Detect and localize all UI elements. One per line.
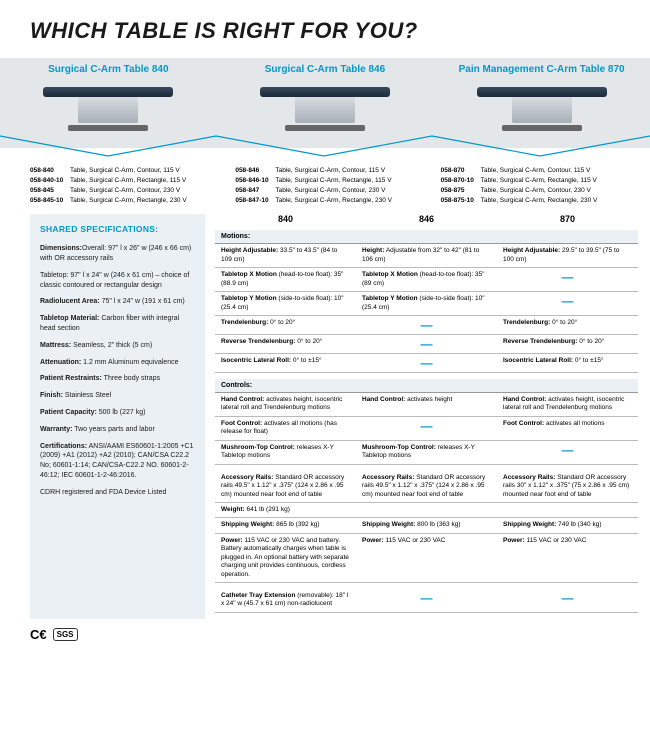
spec-row: Foot Control: activates all motions (has… [215,417,638,441]
spec-row: Mushroom-Top Control: releases X-Y Table… [215,441,638,465]
shared-item: Certifications: ANSI/AAMI ES60601-1:2005… [40,442,195,481]
shared-item: CDRH registered and FDA Device Listed [40,488,195,498]
spec-row: Tabletop Y Motion (side-to-side float): … [215,292,638,316]
sku-row: 058-875-10Table, Surgical C-Arm, Rectang… [441,196,638,205]
sku-row: 058-846-10Table, Surgical C-Arm, Rectang… [235,176,432,185]
shared-item: Tabletop Material: Carbon fiber with int… [40,314,195,334]
spec-row: Shipping Weight: 865 lb (392 kg)Shipping… [215,518,638,533]
spec-row: Hand Control: activates height, isocentr… [215,393,638,417]
shared-item: Mattress: Seamless, 2" thick (5 cm) [40,341,195,351]
shared-title: SHARED SPECIFICATIONS: [40,224,195,236]
shared-item: Finish: Stainless Steel [40,391,195,401]
sku-row: 058-846Table, Surgical C-Arm, Contour, 1… [235,166,432,175]
sku-row: 058-845-10Table, Surgical C-Arm, Rectang… [30,196,227,205]
sku-row: 058-875Table, Surgical C-Arm, Contour, 2… [441,186,638,195]
spec-row: Accessory Rails: Standard OR accessory r… [215,471,638,503]
product-label: Surgical C-Arm Table 840 [8,64,208,75]
sku-row: 058-840Table, Surgical C-Arm, Contour, 1… [30,166,227,175]
product-col-840: Surgical C-Arm Table 840 [8,64,208,139]
shared-item: Patient Capacity: 500 lb (227 kg) [40,408,195,418]
sku-row: 058-845Table, Surgical C-Arm, Contour, 2… [30,186,227,195]
section-label: Motions: [215,230,638,244]
cert-footer: C€ SGS [0,619,650,652]
spec-row: Power: 115 VAC or 230 VAC and battery. B… [215,534,638,583]
ce-mark-icon: C€ [30,627,47,642]
shared-specs: SHARED SPECIFICATIONS: Dimensions:Overal… [30,214,205,619]
sku-row: 058-840-10Table, Surgical C-Arm, Rectang… [30,176,227,185]
product-label: Surgical C-Arm Table 846 [225,64,425,75]
col-header: 870 [497,214,638,224]
col-header: 840 [215,214,356,224]
sgs-icon: SGS [53,628,78,641]
shared-item: Tabletop: 97" l x 24" w (246 x 61 cm) – … [40,271,195,291]
shared-item: Attenuation: 1.2 mm Aluminum equivalence [40,358,195,368]
product-col-846: Surgical C-Arm Table 846 [225,64,425,139]
sku-row: 058-847Table, Surgical C-Arm, Contour, 2… [235,186,432,195]
product-label: Pain Management C-Arm Table 870 [442,64,642,75]
page-title: WHICH TABLE IS RIGHT FOR YOU? [0,0,650,58]
shared-item: Warranty: Two years parts and labor [40,425,195,435]
product-banner: Surgical C-Arm Table 840 Surgical C-Arm … [0,58,650,148]
sku-row: 058-870-10Table, Surgical C-Arm, Rectang… [441,176,638,185]
spec-row: Isocentric Lateral Roll: 0° to ±15°—Isoc… [215,354,638,373]
table-image-870 [472,79,612,139]
spec-row: Catheter Tray Extension (removable): 18"… [215,589,638,613]
spec-grid: 840 846 870 Motions:Height Adjustable: 3… [215,214,638,619]
spec-row: Trendelenburg: 0° to 20°—Trendelenburg: … [215,316,638,335]
section-label: Controls: [215,379,638,393]
table-image-840 [38,79,178,139]
spec-row: Weight: 641 lb (291 kg) [215,503,638,518]
col-header: 846 [356,214,497,224]
shared-item: Radiolucent Area: 75" l x 24" w (191 x 6… [40,297,195,307]
sku-row: 058-870Table, Surgical C-Arm, Contour, 1… [441,166,638,175]
table-image-846 [255,79,395,139]
spec-row: Height Adjustable: 33.5" to 43.5" (84 to… [215,244,638,268]
shared-item: Dimensions:Overall: 97" l x 26" w (246 x… [40,244,195,264]
spec-header: 840 846 870 [215,214,638,230]
sku-row: 058-847-10Table, Surgical C-Arm, Rectang… [235,196,432,205]
spec-row: Reverse Trendelenburg: 0° to 20°—Reverse… [215,335,638,354]
product-col-870: Pain Management C-Arm Table 870 [442,64,642,139]
spec-row: Tabletop X Motion (head-to-toe float): 3… [215,268,638,292]
sku-section: 058-840Table, Surgical C-Arm, Contour, 1… [0,148,650,214]
shared-item: Patient Restraints: Three body straps [40,374,195,384]
